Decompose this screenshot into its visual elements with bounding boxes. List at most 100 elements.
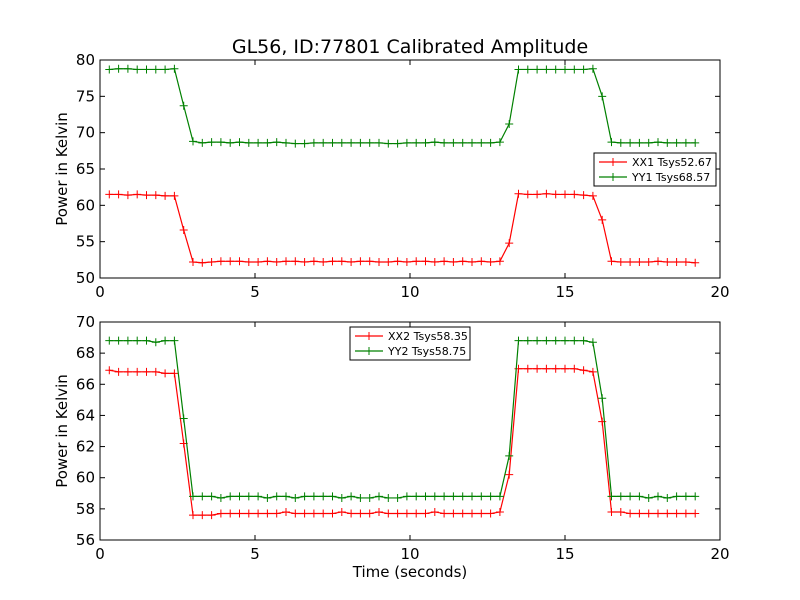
data-point [644,509,653,518]
data-point [161,191,170,200]
data-point [198,511,207,520]
data-point [440,509,449,518]
data-point [616,492,625,501]
bottom-panel: 0 5 10 15 20 56 58 60 62 64 66 68 70 Power in Kelvin T… [53,313,730,581]
legend-marker [365,347,373,355]
data-point [123,64,132,73]
data-point [458,257,467,266]
data-point [626,258,635,267]
legend: XX2 Tsys58.35 YY2 Tsys58.75 [349,326,471,361]
data-point [384,509,393,518]
data-point [393,139,402,148]
data-point [588,64,597,73]
data-point [570,364,579,373]
data-point [412,138,421,147]
data-point [291,139,300,148]
data-point [551,190,560,199]
series-line-1 [109,193,696,264]
data-point [635,509,644,518]
y-tick-label: 58 [76,500,95,518]
data-point [263,509,272,518]
data-point [170,64,179,73]
x-tick-label: 20 [710,545,729,563]
data-point [328,138,337,147]
data-point [189,137,197,146]
data-point [263,493,272,502]
data-point [626,138,635,147]
data-point [523,364,532,373]
y-tick-label: 56 [76,531,95,549]
data-point [533,65,542,74]
data-point [309,492,318,501]
x-tick-label: 0 [95,545,105,563]
data-point [635,492,644,501]
data-point [579,336,588,345]
x-tick-label: 15 [555,283,574,301]
y-tick-label: 65 [76,160,95,178]
data-point [142,336,151,345]
data-point [533,336,542,345]
data-point [654,492,662,501]
data-point [607,257,616,266]
data-point [598,92,607,101]
data-point [588,191,597,200]
data-point [691,492,700,501]
data-point [272,138,281,147]
data-point [375,507,383,516]
data-point [282,507,290,516]
x-tick-label: 5 [250,283,260,301]
data-point [635,258,644,267]
data-point [449,258,458,267]
data-point [365,509,374,518]
data-point [598,394,607,403]
data-point [654,257,662,266]
data-point [579,65,588,74]
data-point [616,507,625,516]
data-point [244,492,253,501]
data-point [430,507,439,516]
data-point [607,507,616,516]
data-point [561,190,569,199]
data-point [561,336,569,345]
data-point [486,509,495,518]
y-tick-label: 70 [76,313,95,331]
data-point [347,492,356,501]
y-tick-label: 62 [76,438,95,456]
data-point [309,138,318,147]
data-point [607,138,616,147]
data-point [421,138,430,147]
data-point [449,138,458,147]
y-tick-label: 60 [76,196,95,214]
data-point [681,509,690,518]
data-point [672,138,681,147]
data-point [365,257,374,266]
y-axis-label: Power in Kelvin [53,112,71,226]
data-point [282,257,290,266]
data-point [291,257,300,266]
data-point [663,493,672,502]
data-point [207,511,216,520]
data-point [319,258,328,267]
data-point [588,338,597,347]
data-point [235,138,244,147]
y-tick-label: 80 [76,51,95,69]
data-point [440,138,449,147]
data-point [486,258,495,267]
data-point [170,191,179,200]
data-point [486,138,495,147]
data-point [616,138,625,147]
x-tick-label: 15 [555,545,574,563]
data-point [151,367,160,376]
data-point [430,492,439,501]
data-point [226,257,235,266]
data-point [579,366,588,375]
data-point [244,509,253,518]
data-point [440,257,449,266]
data-point [114,336,123,345]
data-point [189,258,197,267]
data-point [105,65,114,74]
data-point [151,191,160,200]
data-point [551,364,560,373]
data-point [282,492,290,501]
data-point [161,369,170,378]
